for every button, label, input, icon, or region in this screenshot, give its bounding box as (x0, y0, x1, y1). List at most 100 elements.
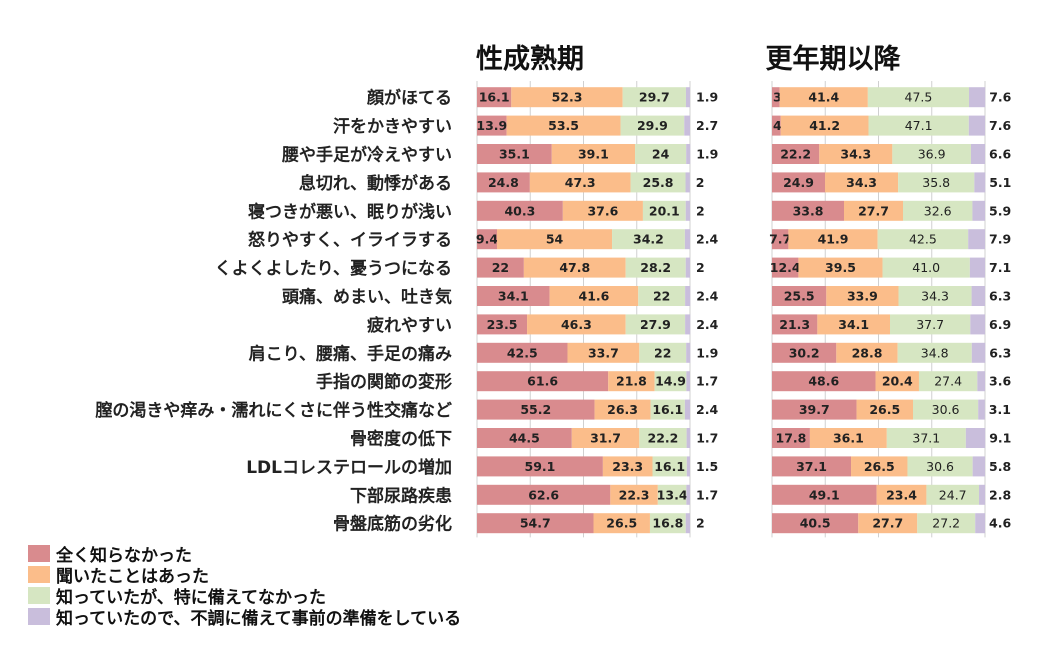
data-label: 32.6 (924, 203, 952, 218)
bar-segment (477, 172, 530, 193)
data-label: 36.9 (918, 147, 946, 162)
data-label: 16.1 (654, 459, 685, 474)
bar-segment (917, 513, 976, 534)
bar-segment (527, 314, 626, 335)
data-label: 2.7 (696, 118, 718, 133)
bar-segment (686, 342, 691, 363)
data-label: 41.9 (818, 232, 849, 247)
data-label: 46.3 (561, 317, 592, 332)
data-label: 24.9 (783, 175, 814, 190)
bar-segment (639, 428, 687, 448)
data-label: 16.1 (479, 90, 510, 105)
data-label: 34.3 (840, 147, 871, 162)
category-label: 息切れ、動悸がある (299, 173, 452, 194)
category-label: LDLコレステロールの増加 (246, 457, 452, 478)
bar-segment (978, 399, 985, 420)
category-label: 膣の渇きや痒み・濡れにくさに伴う性交痛など (95, 400, 452, 421)
data-label: 2.4 (696, 402, 718, 417)
bar-segment (477, 456, 603, 477)
bar-segment (772, 200, 844, 221)
data-label: 34.3 (846, 175, 877, 190)
data-label: 44.5 (509, 431, 540, 446)
data-label: 23.3 (612, 459, 643, 474)
bar-segment (685, 172, 690, 193)
bar-segment (622, 87, 686, 108)
data-label: 33.8 (793, 203, 824, 218)
data-label: 31.7 (590, 431, 621, 446)
bar-segment (593, 513, 650, 534)
category-label: 汗をかきやすい (333, 116, 452, 137)
bar-segment (477, 513, 594, 534)
bar-segment (780, 115, 869, 136)
bar-segment (652, 456, 687, 477)
bar-segment (970, 144, 985, 164)
bar-segment (772, 399, 857, 420)
data-label: 2 (696, 260, 705, 275)
data-label: 1.5 (696, 459, 718, 474)
legend-item-prepared: 知っていたので、不調に備えて事前の準備をしている (28, 606, 461, 629)
data-label: 47.1 (905, 118, 933, 133)
data-label: 9.4 (476, 232, 498, 247)
bar-segment (898, 172, 975, 193)
data-label: 24 (652, 147, 670, 162)
bar-segment (851, 456, 908, 477)
category-label: 疲れやすい (367, 315, 452, 336)
bar-segment (969, 257, 985, 278)
bar-segment (477, 115, 507, 136)
data-label: 37.1 (796, 459, 827, 474)
data-label: 37.7 (916, 317, 944, 332)
data-label: 12.4 (770, 260, 801, 275)
category-label: くよくよしたり、憂うつになる (215, 259, 452, 279)
bar-segment (817, 314, 891, 335)
category-label: 手指の関節の変形 (316, 372, 452, 393)
data-label: 7.9 (989, 232, 1011, 247)
bar-segment (562, 200, 643, 221)
legend-item-knew-not-prepared: 知っていたが、特に備えてなかった (28, 585, 461, 608)
data-label: 13.9 (476, 118, 507, 133)
category-label: 下部尿路疾患 (350, 485, 452, 506)
data-label: 1.7 (696, 374, 718, 389)
data-label: 54 (546, 232, 564, 247)
bar-segment (477, 286, 550, 306)
category-label: 肩こり、腰痛、手足の痛み (249, 343, 452, 364)
bar-segment (972, 200, 985, 221)
data-label: 9.1 (989, 431, 1011, 446)
data-label: 21.8 (616, 374, 647, 389)
bar-segment (649, 513, 686, 534)
bar-segment (639, 342, 687, 363)
data-label: 7.6 (989, 118, 1011, 133)
bar-segment (511, 87, 623, 108)
data-label: 5.9 (989, 203, 1011, 218)
bar-segment (772, 115, 781, 136)
bar-segment (685, 286, 691, 306)
data-label: 1.7 (696, 487, 718, 502)
data-label: 41.2 (809, 118, 840, 133)
bar-segment (551, 144, 636, 164)
data-label: 5.1 (989, 175, 1011, 190)
bar-segment (620, 115, 685, 136)
bar-segment (684, 115, 690, 136)
data-label: 7.7 (769, 232, 791, 247)
legend-item-heard: 聞いたことはあった (28, 564, 461, 587)
bar-segment (772, 371, 876, 392)
data-label: 6.3 (989, 289, 1011, 304)
data-label: 24.7 (939, 487, 967, 502)
data-label: 22 (492, 260, 509, 275)
bar-segment (594, 399, 651, 420)
data-label: 26.5 (864, 459, 895, 474)
category-label: 顔がほてる (366, 88, 452, 109)
data-label: 54.7 (520, 516, 551, 531)
data-label: 33.9 (847, 289, 878, 304)
category-label: 頭痛、めまい、吐き気 (282, 287, 452, 308)
data-label: 1.9 (696, 345, 718, 360)
bar-segment (497, 229, 613, 250)
bar-segment (772, 314, 818, 335)
data-label: 52.3 (552, 90, 583, 105)
bar-segment (979, 484, 985, 505)
data-label: 59.1 (525, 459, 556, 474)
data-label: 2.4 (696, 289, 718, 304)
data-label: 2.8 (989, 487, 1011, 502)
data-label: 29.9 (637, 118, 668, 133)
data-label: 40.3 (504, 203, 535, 218)
data-label: 6.3 (989, 345, 1011, 360)
